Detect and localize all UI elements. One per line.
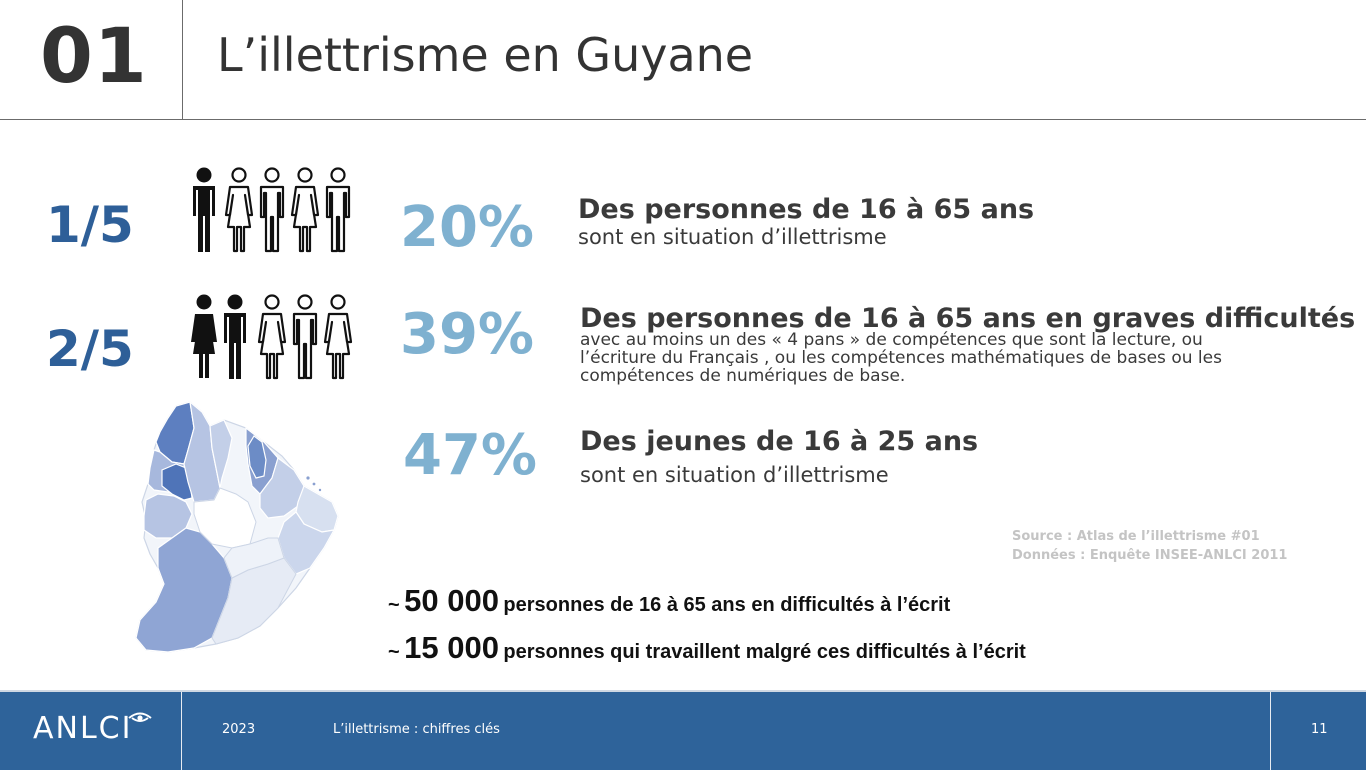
data-source-line: Données : Enquête INSEE-ANLCI 2011 <box>1012 548 1288 563</box>
stat-title-2: Des personnes de 16 à 65 ans en graves d… <box>580 303 1356 334</box>
fraction-two-fifths: 2/5 <box>46 320 134 378</box>
source-line: Source : Atlas de l’illettrisme #01 <box>1012 529 1260 544</box>
count-description: personnes qui travaillent malgré ces dif… <box>503 641 1026 663</box>
approx-symbol: ~ <box>388 641 400 663</box>
person-outline-icon <box>257 294 287 380</box>
page-title: L’illettrisme en Guyane <box>217 28 754 82</box>
person-outline-icon <box>323 294 353 380</box>
count-description: personnes de 16 à 65 ans en difficultés … <box>503 594 951 616</box>
percent-47: 47% <box>403 423 538 488</box>
source-note: Source : Atlas de l’illettrisme #01 Donn… <box>1012 527 1287 565</box>
page-number: 11 <box>1311 722 1328 737</box>
stat-title-3: Des jeunes de 16 à 25 ans <box>580 426 979 457</box>
approx-symbol: ~ <box>388 594 400 616</box>
stat-subtitle-1: sont en situation d’illettrisme <box>578 225 887 249</box>
person-outline-icon <box>325 167 351 253</box>
people-icons-row-1 <box>193 167 351 253</box>
footer-divider <box>181 692 182 770</box>
header-divider <box>182 0 183 119</box>
map-region <box>259 457 305 519</box>
stat-subtitle-3: sont en situation d’illettrisme <box>580 463 889 487</box>
eye-icon <box>128 712 152 722</box>
logo-text: ANLCI <box>33 711 133 746</box>
person-filled-icon <box>191 294 217 378</box>
map-region <box>209 419 233 489</box>
map-region <box>277 511 336 575</box>
slide-header: 01 L’illettrisme en Guyane <box>0 0 1366 120</box>
slide-footer: ANLCI 2023 L’illettrisme : chiffres clés… <box>0 690 1366 770</box>
map-island <box>318 488 322 492</box>
fraction-one-fifth: 1/5 <box>46 196 134 254</box>
person-outline-icon <box>292 294 318 380</box>
map-region <box>223 537 285 579</box>
map-island <box>312 482 316 486</box>
footer-divider <box>1270 692 1271 770</box>
guyane-map <box>135 400 339 653</box>
count-value: 50 000 <box>404 583 499 618</box>
person-filled-icon <box>224 294 246 379</box>
people-icons-row-2 <box>191 294 353 380</box>
percent-39: 39% <box>400 302 535 367</box>
footer-title: L’illettrisme : chiffres clés <box>333 722 500 737</box>
footer-year: 2023 <box>222 722 256 737</box>
map-region <box>247 435 267 479</box>
person-outline-icon <box>224 167 254 253</box>
stat-subtitle-2: avec au moins un des « 4 pans » de compé… <box>580 330 1222 386</box>
count-value: 15 000 <box>404 630 499 665</box>
person-outline-icon <box>290 167 320 253</box>
map-island <box>306 476 310 480</box>
stat-title-1: Des personnes de 16 à 65 ans <box>578 194 1035 225</box>
count-row-1: ~ 50 000 personnes de 16 à 65 ans en dif… <box>388 583 950 619</box>
person-filled-icon <box>193 167 215 252</box>
count-row-2: ~ 15 000 personnes qui travaillent malgr… <box>388 630 1026 666</box>
section-number: 01 <box>40 11 148 100</box>
person-outline-icon <box>259 167 285 253</box>
map-region <box>161 463 193 501</box>
percent-20: 20% <box>400 195 535 260</box>
anlci-logo: ANLCI <box>33 714 132 744</box>
